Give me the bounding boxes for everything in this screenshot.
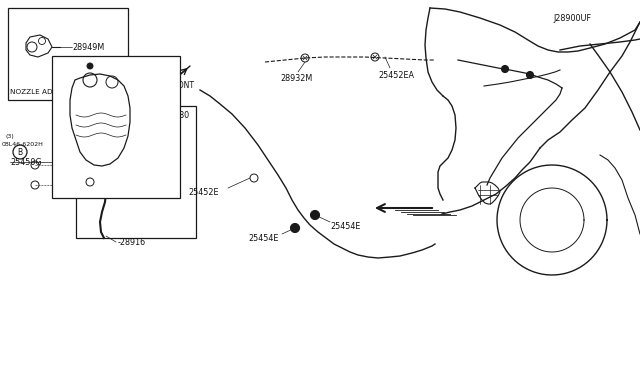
- Text: 25452E: 25452E: [188, 187, 218, 196]
- Text: 28921M: 28921M: [138, 90, 170, 99]
- Text: J28900UF: J28900UF: [553, 13, 591, 22]
- Text: 27480F: 27480F: [120, 113, 150, 122]
- Text: -27480: -27480: [162, 110, 190, 119]
- Circle shape: [527, 71, 534, 78]
- Text: -28916: -28916: [118, 237, 146, 247]
- Text: (3): (3): [6, 134, 15, 138]
- Text: 25454E: 25454E: [248, 234, 278, 243]
- Text: 08L46-6202H: 08L46-6202H: [2, 141, 44, 147]
- Text: (L=570): (L=570): [140, 162, 168, 168]
- Circle shape: [291, 224, 300, 232]
- Text: 27460: 27460: [140, 170, 165, 180]
- Text: 25454E: 25454E: [330, 221, 360, 231]
- Text: 28911M: 28911M: [52, 182, 84, 190]
- Circle shape: [310, 211, 319, 219]
- Text: 28949M: 28949M: [72, 42, 104, 51]
- Text: 25452EA: 25452EA: [378, 71, 414, 80]
- Bar: [8, 8, 128, 100]
- Bar: [76, 106, 196, 238]
- Text: B: B: [17, 148, 22, 157]
- Text: 28920: 28920: [138, 81, 163, 90]
- Text: NOZZLE ADJUSTER: NOZZLE ADJUSTER: [10, 89, 79, 95]
- Text: 28932M: 28932M: [280, 74, 312, 83]
- Text: FRONT: FRONT: [168, 80, 194, 90]
- Circle shape: [502, 65, 509, 73]
- Bar: [52, 56, 180, 198]
- Circle shape: [87, 63, 93, 69]
- Text: 25450G: 25450G: [10, 157, 42, 167]
